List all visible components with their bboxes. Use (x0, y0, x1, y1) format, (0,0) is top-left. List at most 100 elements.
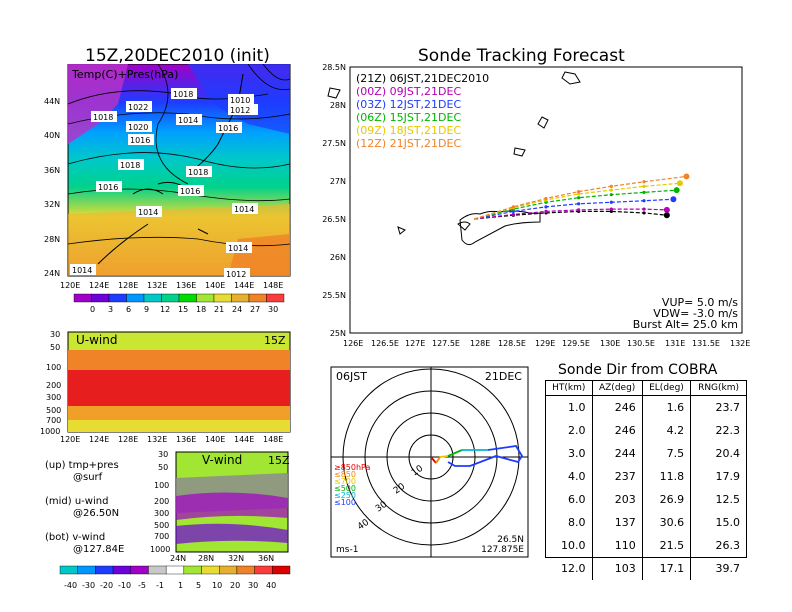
u-wind-time: 15Z (264, 334, 286, 347)
u-wind-band-upper (68, 350, 290, 370)
table-row: 6.0 203 26.9 12.5 (546, 488, 746, 511)
svg-text:28.5N: 28.5N (322, 63, 346, 72)
svg-text:128E: 128E (470, 339, 490, 348)
cobra-header-row: HT(km) AZ(deg) EL(deg) RNG(km) (546, 381, 746, 396)
svg-text:1010: 1010 (230, 96, 250, 105)
svg-text:131E: 131E (665, 339, 685, 348)
table-cell: 11.8 (641, 465, 691, 488)
track-point (642, 180, 646, 184)
track-point (577, 196, 581, 200)
hodograph-levels: ≥850hPa ≤850 ≤700 ≤500 ≤250 ≤100 (334, 463, 371, 507)
svg-text:30: 30 (158, 450, 168, 459)
colorbar-bin (266, 293, 285, 303)
legend-entry: (06Z) 15JST,21DEC (356, 111, 461, 124)
track-point (642, 199, 646, 203)
svg-text:-5: -5 (138, 581, 146, 590)
v-wind-colorbar-ticks: -40 -30 -20 -10 -5 -1 1 5 10 20 30 40 (64, 581, 276, 590)
svg-text:131.5E: 131.5E (692, 339, 720, 348)
track-point (642, 207, 646, 211)
svg-text:1014: 1014 (138, 208, 158, 217)
table-cell: 22.3 (690, 419, 746, 442)
svg-text:≥850hPa: ≥850hPa (334, 463, 371, 472)
svg-text:≤700: ≤700 (334, 477, 356, 486)
tracking-tracks (473, 173, 690, 220)
table-cell: 26.9 (641, 488, 691, 511)
col-ht: HT(km) (546, 381, 592, 396)
col-az: AZ(deg) (591, 381, 643, 396)
cobra-table-body: 1.0 246 1.6 23.7 2.0 246 4.2 22.3 3.0 244 7.5 20.4 4… (546, 395, 746, 580)
table-row: 12.0 103 17.1 39.7 (546, 557, 746, 580)
track-point (663, 212, 670, 219)
track-point (642, 211, 646, 215)
table-cell: 6.0 (568, 493, 586, 506)
note-up: (up) tmp+pres (45, 460, 119, 471)
map-lat-ticks: 44N 40N 36N 32N 28N 24N (44, 97, 60, 278)
v-wind-colorbar-bins (59, 565, 291, 575)
colorbar-bin (165, 565, 185, 575)
svg-text:1014: 1014 (228, 244, 248, 253)
svg-text:700: 700 (46, 416, 61, 425)
svg-text:136E: 136E (176, 435, 196, 444)
svg-text:500: 500 (154, 521, 169, 530)
colorbar-bin (254, 565, 273, 575)
table-cell: 3.0 (568, 447, 586, 460)
col-el: EL(deg) (641, 381, 691, 396)
svg-text:126E: 126E (343, 339, 363, 348)
table-cell: 30.6 (641, 511, 691, 534)
svg-text:120E: 120E (60, 281, 80, 290)
temperature-colorbar-ticks: 0 3 6 9 12 15 18 21 24 27 30 (90, 305, 278, 314)
svg-text:0: 0 (90, 305, 95, 314)
tracking-params: VUP= 5.0 m/s VDW= -3.0 m/s Burst Alt= 25… (633, 296, 739, 331)
svg-text:130E: 130E (600, 339, 620, 348)
svg-text:1014: 1014 (72, 266, 92, 275)
svg-text:32N: 32N (44, 200, 60, 209)
svg-text:1018: 1018 (173, 90, 193, 99)
track-point (670, 196, 677, 203)
hodograph-unit: ms-1 (336, 545, 358, 555)
table-row: 10.0 110 21.5 26.3 (546, 534, 746, 557)
track-point (544, 209, 548, 213)
temperature-pressure-map: 1018 1022 1018 1010 1012 1020 1014 1016 … (44, 64, 291, 314)
v-wind-pressure-ticks: 30 50 100 200 300 500 700 1000 (150, 450, 170, 554)
svg-text:126.5E: 126.5E (371, 339, 399, 348)
colorbar-bin (95, 565, 114, 575)
colorbar-bin (148, 565, 167, 575)
note-mid-level: @26.50N (73, 508, 120, 519)
hodograph-segment (447, 445, 524, 467)
svg-text:127.5E: 127.5E (432, 339, 460, 348)
table-cell: 4.2 (641, 419, 691, 442)
note-bot: (bot) v-wind (45, 532, 106, 543)
isobar-labels: 1018 1022 1018 1010 1012 1020 1014 1016 … (70, 88, 258, 279)
svg-text:1014: 1014 (234, 205, 254, 214)
svg-text:128.5E: 128.5E (498, 339, 526, 348)
colorbar-bin (231, 293, 250, 303)
colorbar-bin (213, 293, 232, 303)
colorbar-bin (91, 293, 110, 303)
svg-text:≤250: ≤250 (334, 491, 356, 500)
svg-text:128E: 128E (118, 435, 138, 444)
col-rng: RNG(km) (690, 381, 746, 396)
colorbar-bin (248, 293, 267, 303)
svg-text:3: 3 (108, 305, 113, 314)
svg-text:9: 9 (144, 305, 149, 314)
track-point (577, 192, 581, 196)
svg-text:1020: 1020 (128, 123, 148, 132)
svg-text:32N: 32N (228, 554, 244, 563)
svg-text:36N: 36N (258, 554, 274, 563)
svg-text:1014: 1014 (178, 116, 198, 125)
table-cell: 12.0 (561, 562, 586, 575)
table-row: 4.0 237 11.8 17.9 (546, 465, 746, 488)
svg-text:129.5E: 129.5E (562, 339, 590, 348)
svg-text:Burst Alt= 25.0 km: Burst Alt= 25.0 km (633, 318, 738, 331)
svg-text:30: 30 (50, 330, 60, 339)
svg-text:1018: 1018 (93, 113, 113, 122)
svg-text:-1: -1 (156, 581, 164, 590)
table-cell: 17.9 (690, 465, 746, 488)
v-wind-time: 15Z (268, 454, 290, 467)
svg-text:30: 30 (248, 581, 258, 590)
svg-text:27N: 27N (330, 177, 346, 186)
colorbar-bin (219, 565, 238, 575)
hodograph: 10 20 30 40 06JST 21DEC ≥850hPa ≤850 ≤70… (330, 366, 529, 558)
svg-text:140E: 140E (205, 281, 225, 290)
svg-text:6: 6 (126, 305, 131, 314)
